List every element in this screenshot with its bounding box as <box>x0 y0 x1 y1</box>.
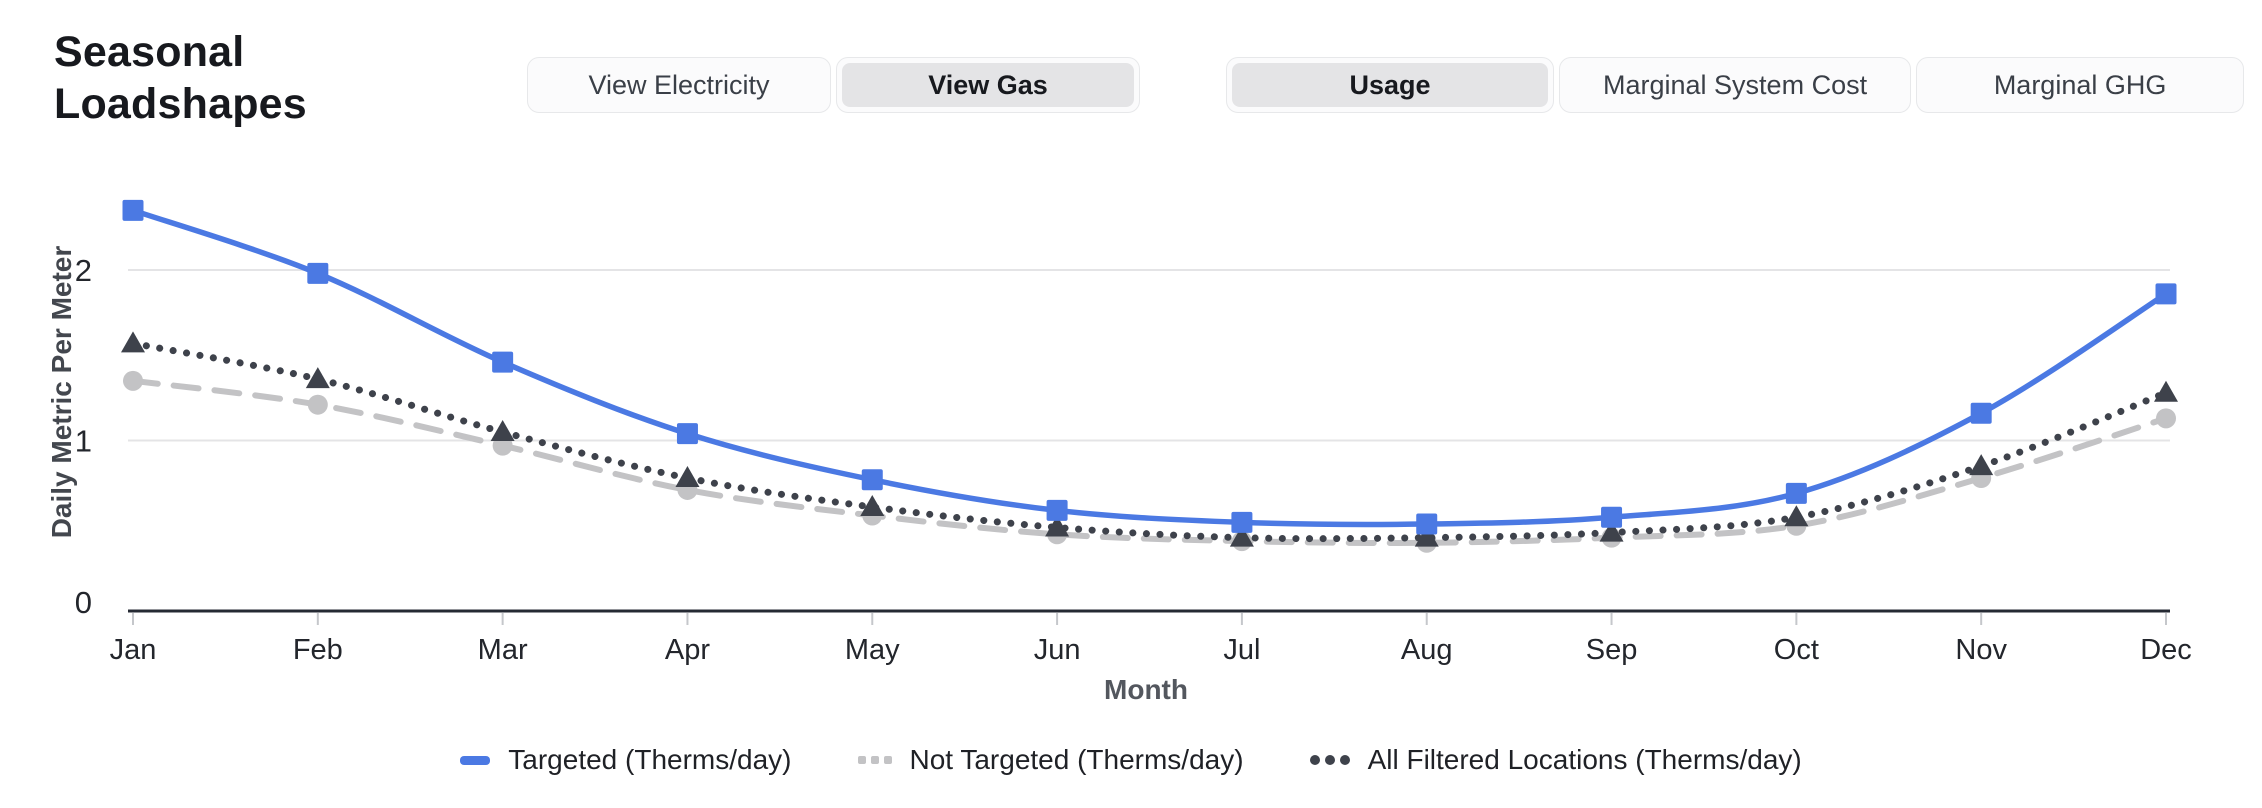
marginal-system-cost-label: Marginal System Cost <box>1603 69 1868 100</box>
svg-text:May: May <box>845 634 900 666</box>
view-electricity-label: View Electricity <box>588 69 770 100</box>
svg-text:Jul: Jul <box>1223 634 1260 666</box>
view-gas-label: View Gas <box>842 63 1134 107</box>
legend-item-targeted[interactable]: Targeted (Therms/day) <box>460 744 792 776</box>
svg-text:2: 2 <box>75 253 92 288</box>
view-electricity-button[interactable]: View Electricity <box>527 57 831 113</box>
loadshape-line-chart: 0 1 2 Jan Feb Mar Apr May Jun Jul Aug Sep Oct Nov Dec <box>75 199 2192 666</box>
svg-text:Mar: Mar <box>478 634 528 666</box>
svg-text:1: 1 <box>75 424 92 459</box>
svg-text:Oct: Oct <box>1774 634 1819 666</box>
legend-item-all-filtered[interactable]: All Filtered Locations (Therms/day) <box>1309 744 1802 776</box>
svg-text:Jun: Jun <box>1034 634 1081 666</box>
fuel-toggle-group: View Electricity View Gas <box>527 57 1140 113</box>
svg-text:Apr: Apr <box>665 634 710 666</box>
chart-legend: Targeted (Therms/day) Not Targeted (Ther… <box>0 744 2262 776</box>
svg-text:Nov: Nov <box>1955 634 2007 666</box>
legend-label-not-targeted: Not Targeted (Therms/day) <box>909 744 1244 775</box>
svg-text:0: 0 <box>75 585 92 620</box>
marginal-system-cost-button[interactable]: Marginal System Cost <box>1559 57 1912 113</box>
svg-text:Jan: Jan <box>110 634 157 666</box>
targeted-line-swatch-icon <box>460 755 491 765</box>
legend-item-not-targeted[interactable]: Not Targeted (Therms/day) <box>857 744 1244 776</box>
svg-text:Sep: Sep <box>1586 634 1638 666</box>
usage-button[interactable]: Usage <box>1226 57 1554 113</box>
not-targeted-dotted-swatch-icon <box>857 756 892 764</box>
svg-text:Feb: Feb <box>293 634 343 666</box>
x-axis-title: Month <box>1104 674 1188 705</box>
legend-label-targeted: Targeted (Therms/day) <box>508 744 792 775</box>
marginal-ghg-button[interactable]: Marginal GHG <box>1916 57 2245 113</box>
svg-text:Dec: Dec <box>2140 634 2192 666</box>
usage-label: Usage <box>1232 63 1548 107</box>
y-axis-title: Daily Metric Per Meter <box>46 245 77 539</box>
view-gas-button[interactable]: View Gas <box>836 57 1140 113</box>
marginal-ghg-label: Marginal GHG <box>1993 69 2167 100</box>
page-title: Seasonal Loadshapes <box>54 28 307 129</box>
svg-text:Aug: Aug <box>1401 634 1453 666</box>
all-filtered-dotted-swatch-icon <box>1309 755 1350 765</box>
metric-toggle-group: Usage Marginal System Cost Marginal GHG <box>1226 57 2245 113</box>
legend-label-all-filtered: All Filtered Locations (Therms/day) <box>1367 744 1802 775</box>
